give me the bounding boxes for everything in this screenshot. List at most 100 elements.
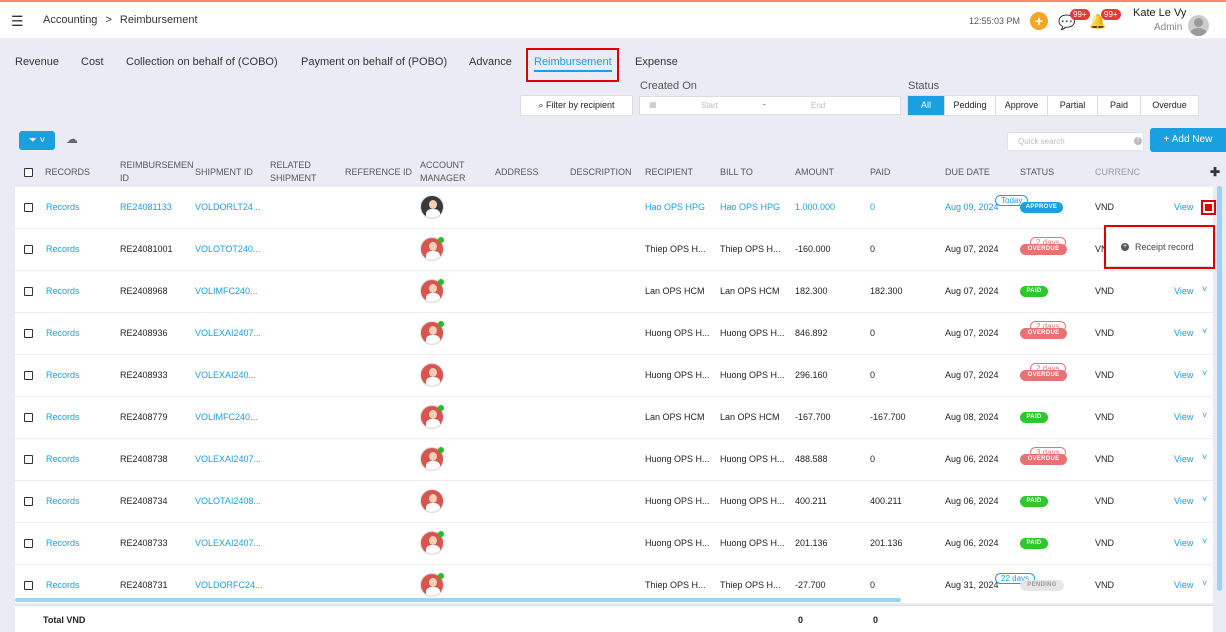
breadcrumb-accounting[interactable]: Accounting [43,14,98,26]
view-link[interactable]: View [1174,286,1194,296]
filter-by-recipient-button[interactable]: ⌕ Filter by recipient [520,95,633,116]
chevron-down-icon[interactable]: ˅ [1202,494,1208,504]
reimbursement-id[interactable]: RE24081133 [120,202,172,212]
table-row[interactable]: Records RE2408968 VOLIMFC240... Lan OPS HCM… [15,271,1213,313]
records-link[interactable]: Records [46,328,80,338]
status-option-all[interactable]: All [908,96,945,115]
table-row[interactable]: Records RE2408936 VOLEXAI2407... Huong OPS … [15,313,1213,355]
select-all-checkbox[interactable] [24,168,33,177]
records-link[interactable]: Records [46,496,80,506]
bill-to[interactable]: Hao OPS HPG [720,202,781,212]
recipient[interactable]: Hao OPS HPG [645,202,706,212]
chevron-down-icon[interactable]: ˅ [1202,578,1208,588]
chevron-down-icon[interactable]: ˅ [1202,536,1208,546]
view-link[interactable]: View [1174,580,1194,590]
status-option-approve[interactable]: Approve [996,96,1048,115]
records-link[interactable]: Records [46,370,80,380]
status-option-overdue[interactable]: Overdue [1152,100,1187,110]
chevron-down-icon[interactable]: ˅ [1202,284,1208,294]
records-link[interactable]: Records [46,412,80,422]
table-row[interactable]: Records RE2408731 VOLDORFC24... Thiep OPS H… [15,565,1213,603]
tab-advance[interactable]: Advance [469,56,512,68]
row-checkbox[interactable] [24,287,33,296]
records-link[interactable]: Records [46,580,80,590]
row-checkbox[interactable] [24,497,33,506]
row-checkbox[interactable] [24,245,33,254]
records-link[interactable]: Records [46,202,80,212]
filter-toggle-button[interactable]: ⏷ ˅ [19,131,55,150]
shipment-id-link[interactable]: VOLEXAI2407... [195,454,262,464]
date-range-picker[interactable]: ▦ Start - End [639,96,901,115]
tab-revenue[interactable]: Revenue [15,56,60,68]
quick-search-input[interactable]: Quick search [1007,132,1144,151]
shipment-id-link[interactable]: VOLEXAI2407... [195,538,262,548]
records-link[interactable]: Records [46,454,80,464]
table-row[interactable]: Records RE2408733 VOLEXAI2407... Huong OPS … [15,523,1213,565]
table-row[interactable]: Records RE2408734 VOLOTAI2408... Huong OPS … [15,481,1213,523]
start-date-input[interactable]: Start [701,101,718,110]
status-option-partial[interactable]: Partial [1048,96,1098,115]
chevron-down-icon[interactable]: ˅ [1202,326,1208,336]
help-icon[interactable]: ? [1134,137,1142,145]
user-avatar[interactable] [1188,15,1209,36]
tab-reimbursement[interactable]: Reimbursement [534,56,612,72]
tab-expense[interactable]: Expense [635,56,678,68]
hamburger-icon[interactable]: ☰ [11,13,24,29]
quick-add-icon[interactable]: + [1030,12,1048,30]
row-checkbox[interactable] [24,203,33,212]
add-new-button[interactable]: + Add New [1150,128,1226,152]
shipment-id-link[interactable]: VOLIMFC240... [195,412,258,422]
status-option-pedding[interactable]: Pedding [945,96,996,115]
funnel-icon: ⏷ [28,135,37,146]
shipment-id-link[interactable]: VOLDORFC24... [195,580,263,590]
receipt-record-option[interactable]: Receipt record [1135,242,1194,252]
horizontal-scrollbar[interactable] [15,598,901,602]
view-link[interactable]: View [1174,202,1194,212]
chevron-down-icon[interactable]: ˅ [1202,410,1208,420]
column-settings-icon[interactable]: ✚ [1210,165,1221,179]
view-link[interactable]: View [1174,454,1194,464]
view-link[interactable]: View [1174,412,1194,422]
table-row[interactable]: Records RE2408933 VOLEXAI240... Huong OPS H… [15,355,1213,397]
cloud-download-icon[interactable]: ☁ [66,132,78,146]
online-status-dot [438,573,444,579]
tab-cost[interactable]: Cost [81,56,104,68]
tab-cobo[interactable]: Collection on behalf of (COBO) [126,56,278,68]
shipment-id-link[interactable]: VOLIMFC240... [195,286,258,296]
view-link[interactable]: View [1174,538,1194,548]
table-row[interactable]: Records RE24081001 VOLOTOT240... Thiep OPS … [15,229,1213,271]
table-row[interactable]: Records RE2408779 VOLIMFC240... Lan OPS HCM… [15,397,1213,439]
row-checkbox[interactable] [24,371,33,380]
shipment-id-link[interactable]: VOLOTAI2408... [195,496,261,506]
highlight-box-popup [1104,225,1215,269]
row-action-icon[interactable] [1205,204,1212,211]
view-link[interactable]: View [1174,328,1194,338]
user-name[interactable]: Kate Le Vy [1133,7,1187,19]
row-checkbox[interactable] [24,539,33,548]
records-link[interactable]: Records [46,286,80,296]
tab-pobo[interactable]: Payment on behalf of (POBO) [301,56,448,68]
chevron-down-icon[interactable]: ˅ [1202,452,1208,462]
shipment-id-link[interactable]: VOLEXAI240... [195,370,257,380]
row-checkbox[interactable] [24,413,33,422]
table-row[interactable]: Records RE24081133 VOLDORLT24... Hao OPS HP… [15,187,1213,229]
notification-badge: 99+ [1101,9,1121,20]
col-reference-id: REFERENCE ID [345,167,413,177]
currency: VND [1095,538,1115,548]
vertical-scrollbar[interactable] [1217,186,1222,591]
col-currency: CURRENC [1095,167,1140,177]
row-checkbox[interactable] [24,455,33,464]
end-date-input[interactable]: End [811,101,826,110]
table-row[interactable]: Records RE2408738 VOLEXAI2407... Huong OPS … [15,439,1213,481]
row-checkbox[interactable] [24,329,33,338]
records-link[interactable]: Records [46,538,80,548]
shipment-id-link[interactable]: VOLEXAI2407... [195,328,262,338]
status-option-paid[interactable]: Paid [1098,96,1141,115]
row-checkbox[interactable] [24,581,33,590]
chevron-down-icon[interactable]: ˅ [1202,368,1208,378]
view-link[interactable]: View [1174,370,1194,380]
shipment-id-link[interactable]: VOLDORLT24... [195,202,261,212]
view-link[interactable]: View [1174,496,1194,506]
records-link[interactable]: Records [46,244,80,254]
shipment-id-link[interactable]: VOLOTOT240... [195,244,261,254]
